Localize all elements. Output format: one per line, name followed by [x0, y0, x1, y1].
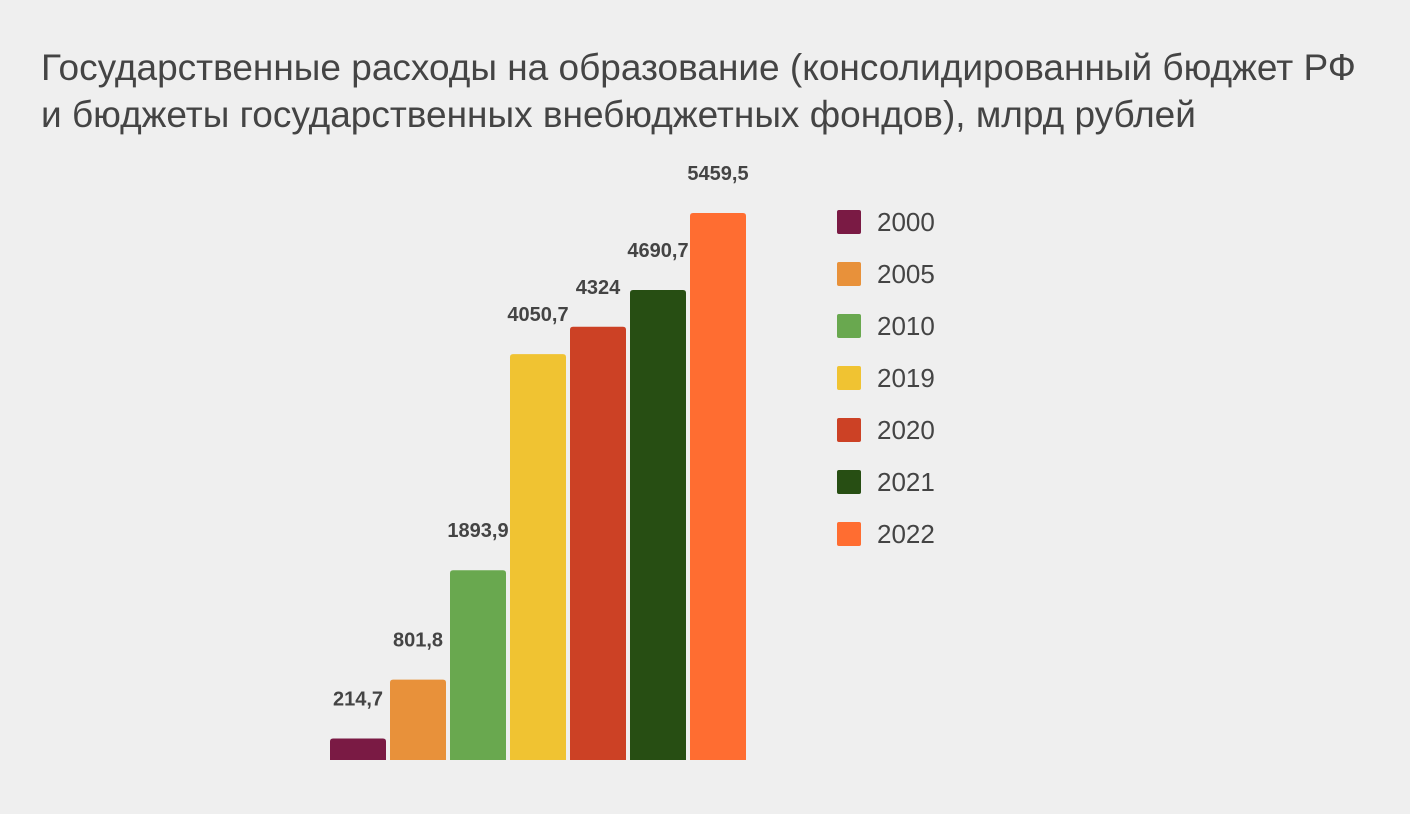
bar-2021 — [630, 290, 686, 760]
legend-label-2022: 2022 — [877, 519, 935, 549]
bar-label-2022: 5459,5 — [687, 163, 748, 185]
bar-label-2005: 801,8 — [393, 630, 443, 652]
bar-2020 — [570, 326, 626, 760]
legend-label-2010: 2010 — [877, 311, 935, 341]
bar-2022 — [690, 213, 746, 760]
bar-label-2021: 4690,7 — [627, 240, 688, 262]
bar-label-2000: 214,7 — [333, 688, 383, 710]
bar-2019 — [510, 354, 566, 760]
legend-swatch-2021 — [837, 470, 861, 494]
bar-label-2020: 4324 — [576, 277, 621, 299]
legend-swatch-2022 — [837, 522, 861, 546]
legend-label-2005: 2005 — [877, 259, 935, 289]
bar-2005 — [390, 679, 446, 760]
bar-labels-group: 214,7 801,8 1893,9 4050,7 4324 4690,7 5459,5 — [331, 162, 750, 712]
bar-label-2019: 4050,7 — [507, 304, 568, 326]
legend-label-2000: 2000 — [877, 207, 935, 237]
legend-swatch-2020 — [837, 418, 861, 442]
legend-label-2019: 2019 — [877, 363, 935, 393]
legend-swatch-2000 — [837, 210, 861, 234]
bars-group — [330, 213, 746, 760]
bar-2000 — [330, 738, 386, 760]
bar-2010 — [450, 570, 506, 760]
legend-swatch-2019 — [837, 366, 861, 390]
legend: 2000 2005 2010 2019 2020 2021 2022 — [837, 207, 935, 549]
bar-label-2010: 1893,9 — [447, 520, 508, 542]
chart-title: Государственные расходы на образование (… — [41, 47, 1356, 135]
legend-label-2020: 2020 — [877, 415, 935, 445]
legend-swatch-2005 — [837, 262, 861, 286]
legend-swatch-2010 — [837, 314, 861, 338]
legend-label-2021: 2021 — [877, 467, 935, 497]
